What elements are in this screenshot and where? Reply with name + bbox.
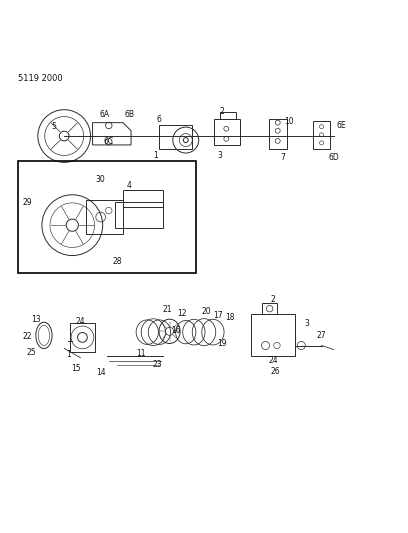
Text: 22: 22: [23, 332, 33, 341]
Text: 11: 11: [136, 349, 146, 358]
Bar: [18, 161, 196, 272]
Text: 21: 21: [163, 304, 172, 313]
Text: 3: 3: [305, 319, 310, 328]
Text: 2: 2: [271, 295, 275, 304]
Text: 5119 2000: 5119 2000: [18, 74, 62, 83]
Bar: [70, 323, 95, 352]
Text: 18: 18: [226, 313, 235, 321]
Text: 25: 25: [27, 348, 37, 357]
Text: 13: 13: [31, 314, 41, 324]
Text: 6: 6: [157, 115, 162, 124]
Bar: [251, 314, 295, 357]
Bar: [123, 190, 164, 206]
Text: 16: 16: [171, 326, 180, 335]
Bar: [86, 200, 123, 234]
Text: 6B: 6B: [124, 110, 134, 119]
Text: 24: 24: [268, 356, 278, 365]
Text: 6C: 6C: [104, 137, 114, 146]
Text: 26: 26: [270, 367, 280, 376]
Text: 6A: 6A: [100, 110, 110, 119]
Text: 27: 27: [317, 331, 326, 340]
Bar: [115, 201, 164, 228]
Text: 28: 28: [112, 257, 122, 266]
Text: 6D: 6D: [328, 152, 339, 161]
Text: 24: 24: [75, 317, 85, 326]
Text: 1: 1: [66, 350, 71, 359]
Text: 2: 2: [220, 107, 225, 116]
Text: 3: 3: [218, 151, 223, 160]
Bar: [214, 119, 240, 145]
Text: 30: 30: [96, 175, 106, 184]
Text: 23: 23: [153, 360, 162, 369]
Bar: [269, 119, 287, 149]
Text: 6E: 6E: [337, 121, 346, 130]
Text: 19: 19: [217, 339, 227, 348]
Text: 14: 14: [96, 368, 106, 377]
Text: 7: 7: [281, 152, 286, 161]
Text: 29: 29: [23, 198, 33, 207]
Bar: [160, 125, 192, 149]
Text: 5: 5: [52, 122, 56, 131]
Text: 15: 15: [71, 364, 81, 373]
Text: 17: 17: [213, 311, 223, 320]
Bar: [220, 112, 235, 119]
Bar: [262, 303, 277, 314]
Text: 20: 20: [201, 308, 211, 317]
Text: 10: 10: [284, 117, 294, 126]
Bar: [313, 120, 330, 149]
Text: 12: 12: [177, 309, 186, 318]
Text: 4: 4: [126, 181, 131, 190]
Text: 1: 1: [153, 151, 158, 160]
